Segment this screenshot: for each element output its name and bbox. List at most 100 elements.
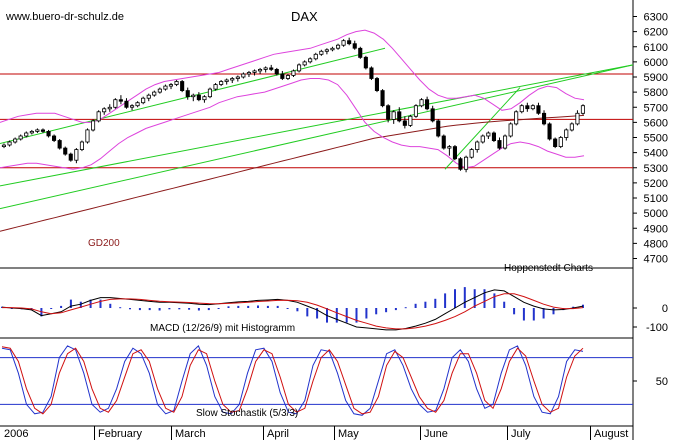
macd-histogram-bar bbox=[60, 305, 63, 308]
candle-body bbox=[391, 111, 396, 120]
macd-histogram-bar bbox=[129, 308, 131, 310]
candle-body bbox=[324, 49, 329, 52]
stoch-y-tick-label: 50 bbox=[656, 376, 668, 388]
macd-histogram-bar bbox=[532, 308, 535, 321]
macd-histogram-bar bbox=[394, 308, 397, 311]
macd-histogram-bar bbox=[69, 299, 72, 308]
candle-body bbox=[558, 137, 563, 148]
candle-body bbox=[441, 135, 446, 149]
candle-body bbox=[352, 43, 357, 49]
macd-histogram-bar bbox=[148, 308, 151, 311]
candle-body bbox=[280, 73, 285, 79]
macd-histogram-bar bbox=[345, 308, 348, 323]
candle-body bbox=[285, 75, 290, 79]
candle-body bbox=[508, 123, 513, 137]
macd-histogram-bar bbox=[79, 301, 82, 308]
candle-body bbox=[63, 147, 68, 155]
candle-body bbox=[68, 153, 73, 161]
candle-body bbox=[341, 40, 346, 46]
bollinger-lower-line bbox=[0, 78, 585, 170]
macd-histogram-bar bbox=[316, 308, 319, 319]
candle-body bbox=[374, 78, 379, 92]
macd-line bbox=[1, 289, 584, 331]
candle-body bbox=[79, 141, 85, 150]
month-tick-label: February bbox=[98, 428, 143, 440]
price-y-tick-label: 5400 bbox=[644, 148, 668, 160]
macd-histogram-bar bbox=[454, 289, 456, 308]
candle-body bbox=[235, 76, 240, 79]
price-y-tick-label: 5900 bbox=[644, 72, 668, 84]
price-y-tick-label: 5800 bbox=[644, 87, 668, 99]
candle-body bbox=[463, 156, 469, 170]
candle-body bbox=[24, 132, 29, 137]
macd-histogram-bar bbox=[197, 308, 200, 311]
price-y-tick-label: 6200 bbox=[644, 27, 668, 39]
candle-body bbox=[542, 112, 547, 125]
candle-body bbox=[152, 91, 157, 96]
macd-y-tick-label: -100 bbox=[646, 322, 668, 334]
stoch-d-line bbox=[1, 346, 584, 415]
candle-body bbox=[257, 69, 263, 72]
candle-body bbox=[224, 79, 229, 82]
macd-y-tick-label: 0 bbox=[662, 303, 668, 315]
candle-body bbox=[447, 146, 452, 149]
candle-body bbox=[135, 102, 140, 107]
candle-body bbox=[230, 78, 235, 81]
plot-area bbox=[0, 0, 633, 440]
candle-body bbox=[124, 100, 129, 108]
candle-body bbox=[424, 99, 430, 110]
candle-body bbox=[497, 140, 502, 149]
candle-body bbox=[335, 44, 341, 49]
candle-body bbox=[302, 61, 307, 66]
macd-histogram-bar bbox=[473, 289, 476, 308]
macd-histogram-bar bbox=[414, 303, 417, 308]
macd-histogram-bar bbox=[434, 298, 437, 308]
candle-body bbox=[547, 123, 552, 140]
candle-body bbox=[475, 141, 480, 150]
macd-histogram-bar bbox=[99, 299, 102, 308]
candle-body bbox=[358, 47, 363, 58]
candle-body bbox=[458, 158, 463, 170]
macd-histogram-bar bbox=[109, 303, 112, 308]
candle-body bbox=[113, 99, 118, 108]
candle-body bbox=[296, 64, 302, 72]
candle-body bbox=[241, 73, 246, 78]
chart-title: DAX bbox=[291, 9, 318, 24]
price-y-tick-label: 6300 bbox=[644, 12, 668, 24]
gd200-label: GD200 bbox=[88, 238, 120, 249]
macd-histogram-bar bbox=[158, 308, 161, 311]
macd-histogram-bar bbox=[463, 287, 466, 308]
month-tick-label: March bbox=[175, 428, 206, 440]
candle-body bbox=[263, 67, 268, 70]
candle-body bbox=[29, 130, 34, 134]
macd-histogram-bar bbox=[493, 293, 496, 308]
price-y-tick-label: 5100 bbox=[644, 193, 668, 205]
candle-body bbox=[180, 81, 185, 92]
candle-body bbox=[319, 50, 324, 55]
candle-body bbox=[107, 106, 112, 110]
candle-body bbox=[491, 132, 496, 141]
price-y-tick-label: 5600 bbox=[644, 117, 668, 129]
candle-body bbox=[35, 129, 40, 132]
macd-histogram-bar bbox=[266, 305, 269, 308]
macd-histogram-bar bbox=[365, 308, 368, 319]
macd-histogram-bar bbox=[306, 308, 309, 317]
month-tick-label: 2006 bbox=[4, 428, 28, 440]
candle-body bbox=[580, 105, 585, 114]
macd-histogram-bar bbox=[385, 308, 388, 313]
candle-body bbox=[386, 105, 391, 120]
price-y-tick-label: 5000 bbox=[644, 208, 668, 220]
macd-histogram-bar bbox=[572, 306, 575, 308]
candle-body bbox=[330, 47, 335, 51]
candle-body bbox=[347, 40, 352, 45]
trendline-june bbox=[444, 87, 521, 170]
month-tick-label: April bbox=[267, 428, 289, 440]
macd-histogram-bar bbox=[276, 305, 279, 308]
candle-body bbox=[369, 67, 374, 79]
candle-body bbox=[519, 105, 524, 113]
candle-body bbox=[363, 56, 368, 69]
candle-body bbox=[18, 135, 23, 140]
macd-histogram-bar bbox=[237, 305, 240, 308]
candle-body bbox=[202, 96, 207, 101]
candle-body bbox=[85, 129, 90, 143]
